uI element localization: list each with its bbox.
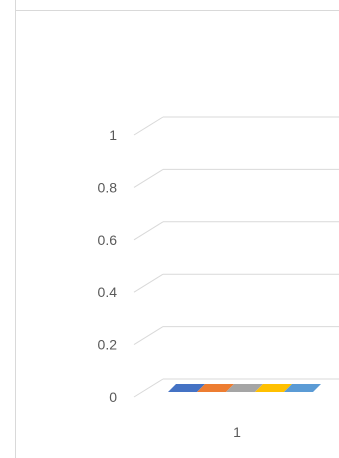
gridline-diagonal [133,168,164,188]
bar-series-4 [255,384,292,392]
bar-series-5 [284,384,321,392]
x-axis-tick-labels: 1 [233,424,241,440]
y-axis-tick-labels: 0 0.2 0.4 0.6 0.8 1 [98,127,118,405]
gridline-diagonal [133,116,164,136]
bar-series-1 [168,384,205,392]
y-tick-label: 0.4 [98,284,118,300]
y-tick-label: 0.2 [98,337,118,353]
bar-series-2 [197,384,234,392]
gridlines [133,116,339,398]
y-tick-label: 0.8 [98,179,118,195]
gridline-diagonal [133,378,164,398]
bars [168,384,321,392]
y-tick-label: 0.6 [98,232,118,248]
bar-series-3 [226,384,263,392]
y-tick-label: 1 [109,127,117,143]
gridline-diagonal [133,273,164,293]
gridline-diagonal [133,221,164,241]
gridline-diagonal [133,326,164,346]
x-tick-label: 1 [233,424,241,440]
y-tick-label: 0 [109,389,117,405]
